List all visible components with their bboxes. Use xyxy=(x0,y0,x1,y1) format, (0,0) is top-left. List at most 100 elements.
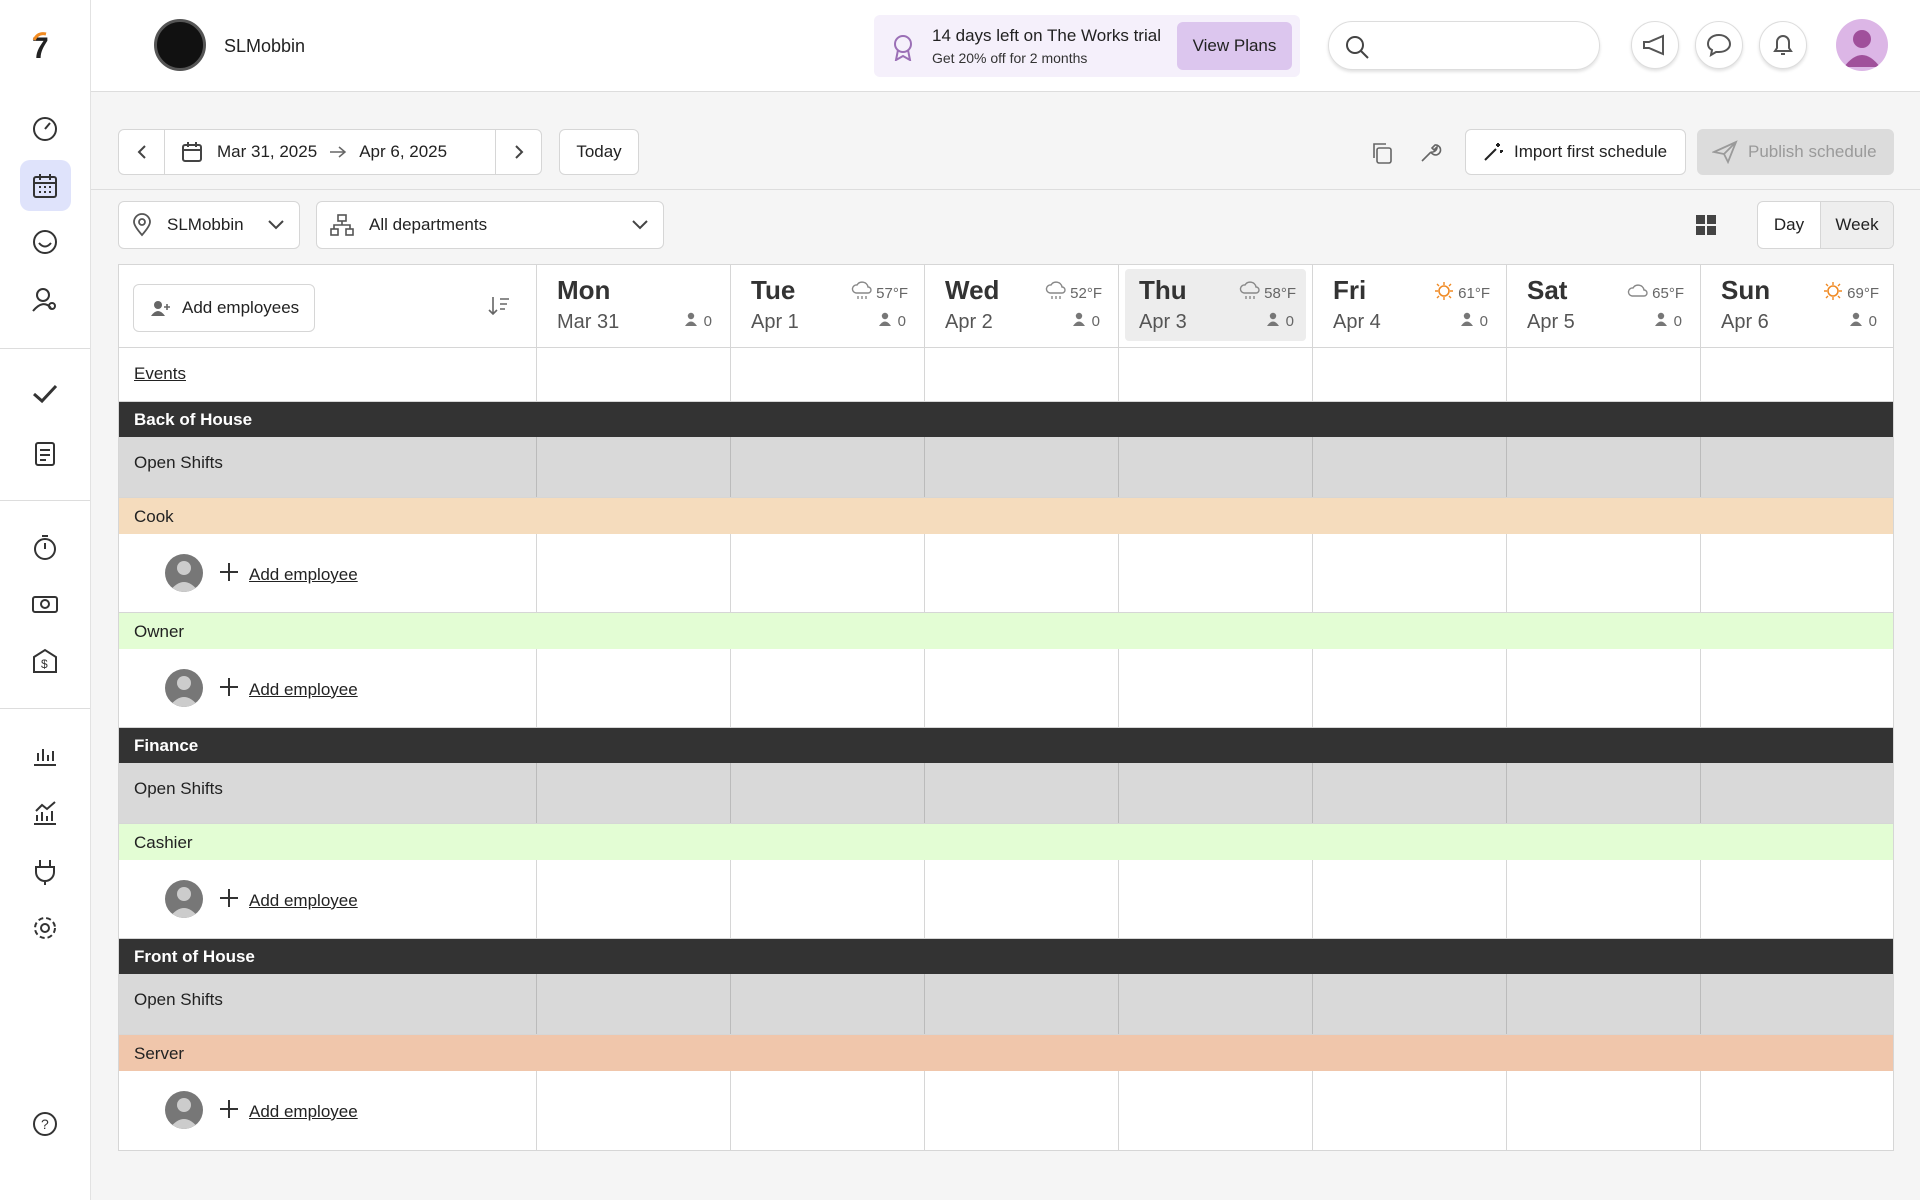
add-employee-link[interactable]: Add employee xyxy=(219,1099,358,1124)
start-date[interactable]: Mar 31, 2025 xyxy=(217,142,318,161)
publish-button[interactable]: Publish schedule xyxy=(1697,129,1894,175)
prev-week[interactable] xyxy=(119,130,165,174)
location-select[interactable]: SLMobbin xyxy=(118,201,300,249)
day-header[interactable]: Tue Apr 1 57°F 0 xyxy=(731,265,925,347)
open-shift-cell[interactable] xyxy=(1313,974,1507,1034)
shift-cell[interactable] xyxy=(731,534,925,612)
day-cell[interactable] xyxy=(1119,348,1313,401)
nav-tasks[interactable] xyxy=(31,380,59,408)
day-cell[interactable] xyxy=(537,348,731,401)
open-shift-cell[interactable] xyxy=(1701,974,1895,1034)
nav-tips[interactable]: $ xyxy=(31,647,59,675)
nav-checklist[interactable] xyxy=(31,439,59,467)
shift-cell[interactable] xyxy=(925,649,1119,727)
shift-cell[interactable] xyxy=(1313,534,1507,612)
events-link[interactable]: Events xyxy=(134,364,186,383)
nav-reports[interactable] xyxy=(31,740,59,768)
day-header[interactable]: Wed Apr 2 52°F 0 xyxy=(925,265,1119,347)
week-view[interactable]: Week xyxy=(1821,202,1893,248)
shift-cell[interactable] xyxy=(1507,860,1701,938)
shift-cell[interactable] xyxy=(537,860,731,938)
shift-cell[interactable] xyxy=(1313,860,1507,938)
shift-cell[interactable] xyxy=(537,534,731,612)
shift-cell[interactable] xyxy=(925,534,1119,612)
shift-cell[interactable] xyxy=(1313,1071,1507,1150)
shift-cell[interactable] xyxy=(925,1071,1119,1150)
nav-schedule[interactable] xyxy=(31,172,59,200)
open-shift-cell[interactable] xyxy=(1313,763,1507,823)
nav-team[interactable] xyxy=(31,286,59,314)
shift-cell[interactable] xyxy=(1701,649,1895,727)
day-header[interactable]: Thu Apr 3 58°F 0 xyxy=(1119,265,1313,347)
layout-toggle[interactable] xyxy=(1695,214,1717,236)
open-shift-cell[interactable] xyxy=(1313,437,1507,497)
open-shift-cell[interactable] xyxy=(731,974,925,1034)
nav-timeclock[interactable] xyxy=(31,533,59,561)
add-employee-link[interactable]: Add employee xyxy=(219,562,358,587)
user-avatar[interactable] xyxy=(1836,19,1888,71)
open-shift-cell[interactable] xyxy=(537,437,731,497)
import-button[interactable]: Import first schedule xyxy=(1465,129,1686,175)
day-cell[interactable] xyxy=(1701,348,1895,401)
shift-cell[interactable] xyxy=(1119,649,1313,727)
day-cell[interactable] xyxy=(731,348,925,401)
shift-cell[interactable] xyxy=(1119,534,1313,612)
day-header[interactable]: Fri Apr 4 61°F 0 xyxy=(1313,265,1507,347)
shift-cell[interactable] xyxy=(1507,1071,1701,1150)
open-shift-cell[interactable] xyxy=(1507,974,1701,1034)
open-shift-cell[interactable] xyxy=(731,763,925,823)
tools-button[interactable] xyxy=(1418,141,1442,165)
open-shift-cell[interactable] xyxy=(1119,974,1313,1034)
search-box[interactable] xyxy=(1328,21,1600,70)
shift-cell[interactable] xyxy=(1119,860,1313,938)
shift-cell[interactable] xyxy=(537,1071,731,1150)
shift-cell[interactable] xyxy=(1313,649,1507,727)
nav-analytics[interactable] xyxy=(31,799,59,827)
day-cell[interactable] xyxy=(1507,348,1701,401)
day-cell[interactable] xyxy=(1313,348,1507,401)
today-button[interactable]: Today xyxy=(559,129,639,175)
shift-cell[interactable] xyxy=(731,1071,925,1150)
shift-cell[interactable] xyxy=(1119,1071,1313,1150)
day-view[interactable]: Day xyxy=(1758,202,1821,248)
sort-button[interactable] xyxy=(487,295,511,322)
shift-cell[interactable] xyxy=(1701,860,1895,938)
shift-cell[interactable] xyxy=(925,860,1119,938)
open-shift-cell[interactable] xyxy=(1701,437,1895,497)
next-week[interactable] xyxy=(495,130,541,174)
open-shift-cell[interactable] xyxy=(925,974,1119,1034)
messages-button[interactable] xyxy=(1695,21,1743,69)
nav-payroll[interactable] xyxy=(31,590,59,618)
nav-help[interactable]: ? xyxy=(31,1110,59,1138)
open-shift-cell[interactable] xyxy=(925,763,1119,823)
account-name[interactable]: SLMobbin xyxy=(224,36,306,56)
open-shift-cell[interactable] xyxy=(925,437,1119,497)
add-employee-link[interactable]: Add employee xyxy=(219,677,358,702)
open-shift-cell[interactable] xyxy=(1119,437,1313,497)
open-shift-cell[interactable] xyxy=(1507,437,1701,497)
shift-cell[interactable] xyxy=(537,649,731,727)
day-cell[interactable] xyxy=(925,348,1119,401)
shift-cell[interactable] xyxy=(731,860,925,938)
nav-dashboard[interactable] xyxy=(31,114,59,142)
open-shift-cell[interactable] xyxy=(731,437,925,497)
day-header[interactable]: Sun Apr 6 69°F 0 xyxy=(1701,265,1895,347)
department-select[interactable]: All departments xyxy=(316,201,664,249)
notifications-button[interactable] xyxy=(1759,21,1807,69)
nav-settings[interactable] xyxy=(31,914,59,942)
nav-integrations[interactable] xyxy=(31,857,59,885)
end-date[interactable]: Apr 6, 2025 xyxy=(359,142,448,161)
view-plans-button[interactable]: View Plans xyxy=(1177,22,1292,70)
shift-cell[interactable] xyxy=(1701,1071,1895,1150)
shift-cell[interactable] xyxy=(731,649,925,727)
add-employees-button[interactable]: Add employees xyxy=(133,284,315,332)
shift-cell[interactable] xyxy=(1701,534,1895,612)
open-shift-cell[interactable] xyxy=(1507,763,1701,823)
nav-engagement[interactable] xyxy=(31,228,59,256)
shift-cell[interactable] xyxy=(1507,534,1701,612)
shift-cell[interactable] xyxy=(1507,649,1701,727)
day-header[interactable]: Mon Mar 31 0 xyxy=(537,265,731,347)
open-shift-cell[interactable] xyxy=(537,974,731,1034)
open-shift-cell[interactable] xyxy=(1119,763,1313,823)
open-shift-cell[interactable] xyxy=(537,763,731,823)
